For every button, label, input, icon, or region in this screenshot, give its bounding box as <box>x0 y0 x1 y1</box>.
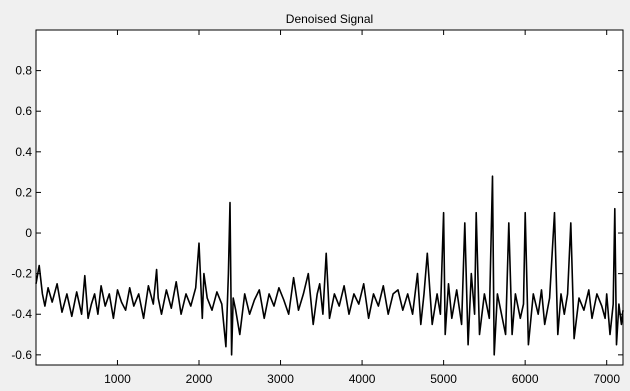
chart-title: Denoised Signal <box>286 12 373 26</box>
y-tick-label: 0.4 <box>15 145 32 159</box>
y-tick-label: 0.2 <box>15 185 32 199</box>
x-tick-label: 4000 <box>349 372 376 386</box>
y-tick-label: -0.2 <box>11 267 32 281</box>
y-tick-label: 0.6 <box>15 104 32 118</box>
y-tick-label: 0 <box>25 226 32 240</box>
y-tick-label: -0.4 <box>11 307 32 321</box>
series-line <box>35 175 624 356</box>
x-tick-label: 1000 <box>104 372 131 386</box>
x-tick-label: 3000 <box>267 372 294 386</box>
x-tick-label: 7000 <box>593 372 620 386</box>
x-tick-label: 2000 <box>186 372 213 386</box>
x-tick-label: 6000 <box>512 372 539 386</box>
axis-ticks: 1000 2000 3000 4000 5000 6000 7000 -0.6 -0.4 -0.2… <box>11 30 623 386</box>
y-tick-label: -0.6 <box>11 348 32 362</box>
y-tick-label: 0.8 <box>15 64 32 78</box>
series-layer <box>35 175 624 356</box>
x-tick-label: 5000 <box>430 372 457 386</box>
